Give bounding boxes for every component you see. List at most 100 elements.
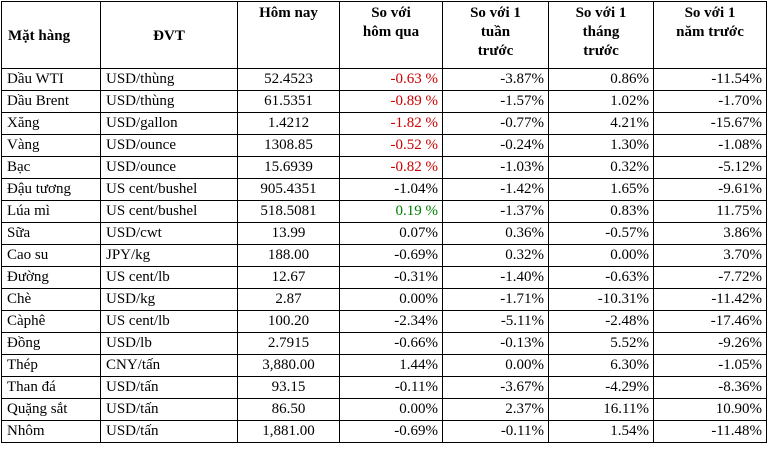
cell-unit: CNY/tấn — [100, 354, 238, 377]
cell-today: 2.7915 — [237, 332, 340, 355]
header-vs-month: So với 1 tháng trước — [548, 1, 654, 69]
cell-vs-month: 5.52% — [548, 332, 654, 355]
cell-item: Nhôm — [1, 420, 101, 443]
cell-today: 93.15 — [237, 376, 340, 399]
cell-vs-week: -0.24% — [442, 134, 549, 157]
cell-vs-year: 3.86% — [653, 222, 767, 245]
header-vs-yesterday: So với hôm qua — [339, 1, 443, 69]
header-vs-week: So với 1 tuần trước — [442, 1, 549, 69]
cell-today: 2.87 — [237, 288, 340, 311]
cell-vs-month: 4.21% — [548, 112, 654, 135]
cell-vs-week: -5.11% — [442, 310, 549, 333]
cell-item: Dầu WTI — [1, 68, 101, 91]
cell-vs-yesterday: 0.00% — [339, 398, 443, 421]
cell-unit: US cent/lb — [100, 266, 238, 289]
cell-vs-year: -11.42% — [653, 288, 767, 311]
cell-vs-month: 0.86% — [548, 68, 654, 91]
cell-vs-week: -1.40% — [442, 266, 549, 289]
cell-unit: USD/tấn — [100, 376, 238, 399]
table-row: Chè USD/kg 2.87 0.00% -1.71% -10.31% -11.42% — [1, 288, 767, 311]
cell-vs-week: 0.00% — [442, 354, 549, 377]
cell-vs-yesterday: 1.44% — [339, 354, 443, 377]
cell-vs-week: -1.71% — [442, 288, 549, 311]
table-row: Đậu tương US cent/bushel 905.4351 -1.04% -1.… — [1, 178, 767, 201]
cell-item: Càphê — [1, 310, 101, 333]
header-vs-year: So với 1 năm trước — [653, 1, 767, 69]
cell-vs-year: -5.12% — [653, 156, 767, 179]
table-row: Sữa USD/cwt 13.99 0.07% 0.36% -0.57% 3.86% — [1, 222, 767, 245]
header-vs-week-line: So với 1 — [470, 5, 521, 21]
header-unit: ĐVT — [100, 1, 238, 69]
cell-vs-month: 6.30% — [548, 354, 654, 377]
cell-unit: USD/ounce — [100, 156, 238, 179]
cell-item: Xăng — [1, 112, 101, 135]
table-row: Dầu Brent USD/thùng 61.5351 -0.89 % -1.57% 1.… — [1, 90, 767, 113]
cell-today: 3,880.00 — [237, 354, 340, 377]
header-today: Hôm nay — [237, 1, 340, 69]
cell-vs-week: -3.67% — [442, 376, 549, 399]
cell-unit: USD/tấn — [100, 398, 238, 421]
cell-today: 61.5351 — [237, 90, 340, 113]
header-vs-yesterday-line: hôm qua — [362, 24, 420, 40]
table-row: Dầu WTI USD/thùng 52.4523 -0.63 % -3.87% 0.86… — [1, 68, 767, 91]
cell-vs-yesterday: -0.82 % — [339, 156, 443, 179]
cell-vs-week: -0.13% — [442, 332, 549, 355]
table-row: Nhôm USD/tấn 1,881.00 -0.69% -0.11% 1.54% -11.… — [1, 420, 767, 443]
table-row: Đường US cent/lb 12.67 -0.31% -1.40% -0.63% -7… — [1, 266, 767, 289]
cell-vs-year: -9.61% — [653, 178, 767, 201]
cell-unit: USD/tấn — [100, 420, 238, 443]
cell-vs-year: -11.54% — [653, 68, 767, 91]
cell-vs-yesterday: -1.04% — [339, 178, 443, 201]
cell-today: 100.20 — [237, 310, 340, 333]
cell-vs-week: -1.37% — [442, 200, 549, 223]
cell-unit: JPY/kg — [100, 244, 238, 267]
cell-vs-month: 0.32% — [548, 156, 654, 179]
cell-item: Sữa — [1, 222, 101, 245]
cell-vs-week: 2.37% — [442, 398, 549, 421]
table-row: Quặng sắt USD/tấn 86.50 0.00% 2.37% 16.11% 10.… — [1, 398, 767, 421]
cell-unit: US cent/lb — [100, 310, 238, 333]
header-item: Mặt hàng — [1, 1, 101, 69]
cell-vs-year: -9.26% — [653, 332, 767, 355]
cell-item: Quặng sắt — [1, 398, 101, 421]
cell-item: Đồng — [1, 332, 101, 355]
cell-item: Cao su — [1, 244, 101, 267]
cell-item: Đậu tương — [1, 178, 101, 201]
cell-vs-yesterday: -0.52 % — [339, 134, 443, 157]
header-vs-week-line: tuần — [480, 24, 511, 40]
cell-today: 1.4212 — [237, 112, 340, 135]
cell-vs-year: -1.05% — [653, 354, 767, 377]
cell-vs-yesterday: -0.69% — [339, 420, 443, 443]
cell-unit: USD/lb — [100, 332, 238, 355]
cell-vs-year: 10.90% — [653, 398, 767, 421]
cell-item: Dầu Brent — [1, 90, 101, 113]
cell-today: 1308.85 — [237, 134, 340, 157]
header-vs-yesterday-line: So với — [371, 5, 411, 21]
cell-vs-month: 1.02% — [548, 90, 654, 113]
cell-vs-year: 11.75% — [653, 200, 767, 223]
cell-today: 15.6939 — [237, 156, 340, 179]
cell-today: 12.67 — [237, 266, 340, 289]
cell-today: 86.50 — [237, 398, 340, 421]
cell-vs-week: -3.87% — [442, 68, 549, 91]
cell-vs-month: 1.54% — [548, 420, 654, 443]
cell-vs-month: 0.83% — [548, 200, 654, 223]
cell-vs-week: 0.36% — [442, 222, 549, 245]
cell-vs-month: 16.11% — [548, 398, 654, 421]
header-vs-month-line: So với 1 — [575, 5, 627, 21]
cell-today: 1,881.00 — [237, 420, 340, 443]
cell-unit: US cent/bushel — [100, 200, 238, 223]
table-row: Đồng USD/lb 2.7915 -0.66% -0.13% 5.52% -9.26% — [1, 332, 767, 355]
cell-vs-week: -0.11% — [442, 420, 549, 443]
commodity-price-table: Mặt hàng ĐVT Hôm nay So với hôm qua So v… — [1, 1, 767, 443]
cell-vs-month: -0.57% — [548, 222, 654, 245]
cell-today: 13.99 — [237, 222, 340, 245]
cell-vs-week: -0.77% — [442, 112, 549, 135]
cell-unit: USD/thùng — [100, 90, 238, 113]
cell-vs-month: 1.65% — [548, 178, 654, 201]
cell-item: Vàng — [1, 134, 101, 157]
cell-vs-year: -1.08% — [653, 134, 767, 157]
cell-vs-yesterday: -2.34% — [339, 310, 443, 333]
cell-vs-year: -8.36% — [653, 376, 767, 399]
cell-item: Chè — [1, 288, 101, 311]
